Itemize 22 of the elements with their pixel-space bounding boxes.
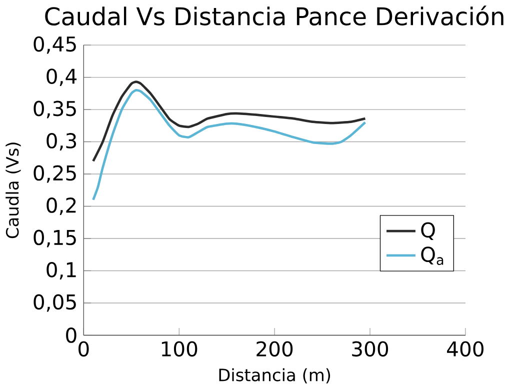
legend-label: Q: [421, 222, 435, 240]
y-axis-title: Caudla (Vs): [6, 142, 21, 238]
chart-title: Caudal Vs Distancia Pance Derivación: [45, 6, 504, 26]
y-tick-label: 0,05: [34, 294, 76, 312]
x-tick-label: 200: [256, 341, 293, 357]
legend-label: Q$_{a}$: [421, 246, 444, 265]
line-series: [92, 89, 366, 201]
x-tick-label: 300: [352, 341, 388, 357]
x-tick-label: 0: [78, 341, 89, 357]
y-tick-label: 0,2: [46, 198, 76, 215]
x-tick-label: 400: [447, 341, 484, 357]
y-tick-label: 0: [66, 328, 76, 343]
y-tick-label: 0,1: [46, 262, 76, 280]
y-tick-label: 0,3: [46, 133, 76, 151]
y-tick-label: 0,15: [34, 230, 76, 248]
x-axis-title: Distancia (m): [219, 368, 330, 384]
y-tick-label: 0,35: [34, 100, 76, 118]
x-tick-label: 100: [162, 341, 198, 357]
line-series: [92, 80, 366, 162]
y-tick-label: 0,45: [34, 36, 76, 54]
y-tick-label: 0,4: [46, 68, 77, 86]
y-tick-label: 0,25: [34, 165, 76, 183]
